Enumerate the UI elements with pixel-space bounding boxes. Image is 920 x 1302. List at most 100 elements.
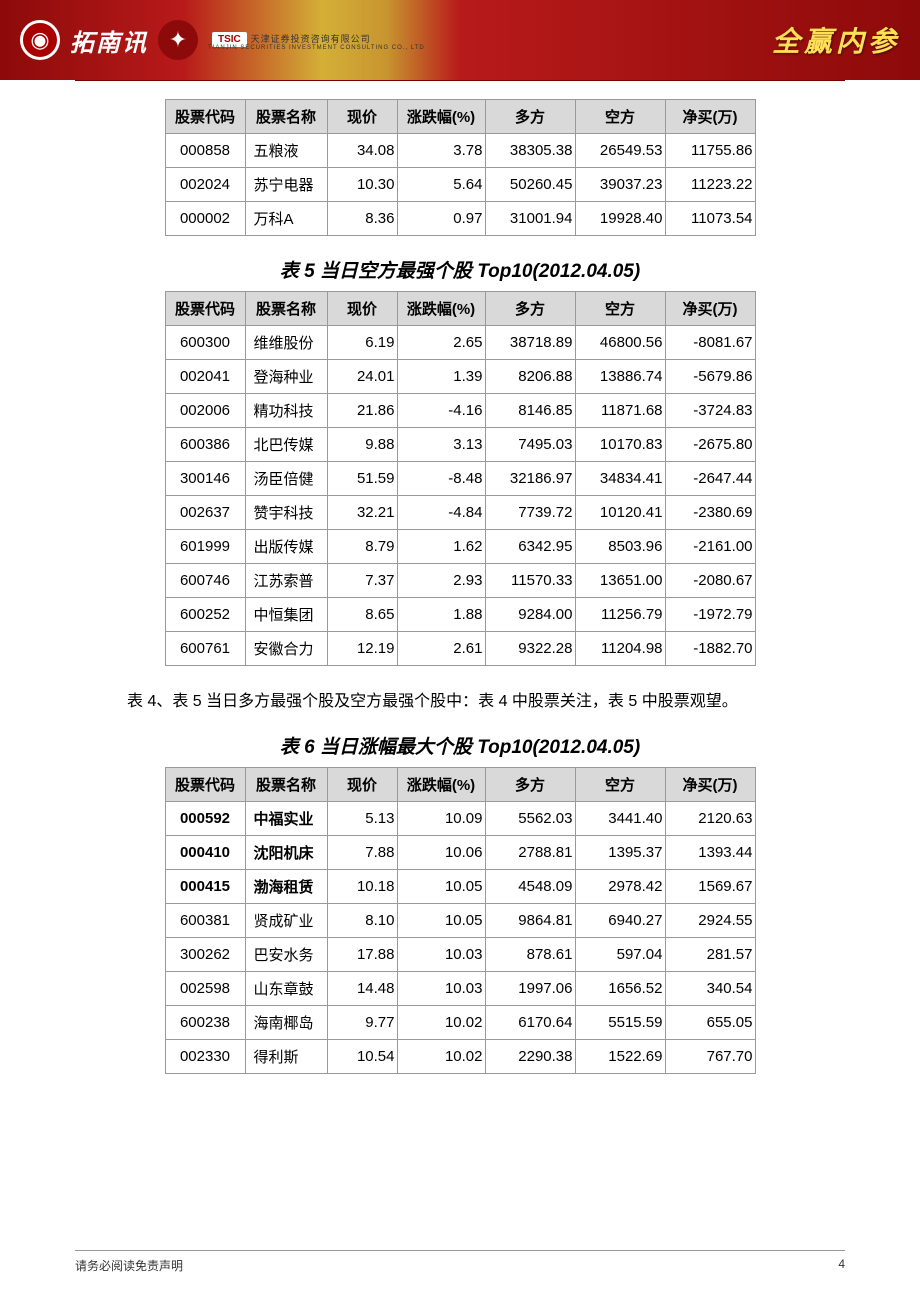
cell: 6170.64 <box>485 1006 575 1040</box>
cell: 600381 <box>165 904 245 938</box>
cell: 2.93 <box>397 564 485 598</box>
table-row: 600381贤成矿业8.1010.059864.816940.272924.55 <box>165 904 755 938</box>
cell: 万科A <box>245 202 327 236</box>
cell: 赞宇科技 <box>245 496 327 530</box>
cell: 2788.81 <box>485 836 575 870</box>
cell: -3724.83 <box>665 394 755 428</box>
table-row: 601999出版传媒8.791.626342.958503.96-2161.00 <box>165 530 755 564</box>
cell: 1.62 <box>397 530 485 564</box>
table-row: 002637赞宇科技32.21-4.847739.7210120.41-2380… <box>165 496 755 530</box>
cell: 1997.06 <box>485 972 575 1006</box>
cell: 000858 <box>165 134 245 168</box>
cell: 31001.94 <box>485 202 575 236</box>
cell: 沈阳机床 <box>245 836 327 870</box>
col-header: 股票名称 <box>245 768 327 802</box>
cell: 五粮液 <box>245 134 327 168</box>
cell: 2120.63 <box>665 802 755 836</box>
cell: 000410 <box>165 836 245 870</box>
cell: 21.86 <box>327 394 397 428</box>
cell: 17.88 <box>327 938 397 972</box>
page-content: 股票代码股票名称现价涨跌幅(%)多方空方净买(万) 000858五粮液34.08… <box>0 89 920 1074</box>
cell: 8.10 <box>327 904 397 938</box>
cell: 11570.33 <box>485 564 575 598</box>
cell: 601999 <box>165 530 245 564</box>
cell: 655.05 <box>665 1006 755 1040</box>
cell: 002598 <box>165 972 245 1006</box>
col-header: 空方 <box>575 100 665 134</box>
header-divider <box>75 80 845 81</box>
cell: 002041 <box>165 360 245 394</box>
cell: 山东章鼓 <box>245 972 327 1006</box>
cell: -2647.44 <box>665 462 755 496</box>
cell: 安徽合力 <box>245 632 327 666</box>
cell: 597.04 <box>575 938 665 972</box>
col-header: 多方 <box>485 100 575 134</box>
cell: 10.03 <box>397 938 485 972</box>
cell: 000592 <box>165 802 245 836</box>
table-4-tail: 股票代码股票名称现价涨跌幅(%)多方空方净买(万) 000858五粮液34.08… <box>165 99 756 236</box>
cell: 51.59 <box>327 462 397 496</box>
cell: 32.21 <box>327 496 397 530</box>
cell: -2675.80 <box>665 428 755 462</box>
cell: 002006 <box>165 394 245 428</box>
cell: 5515.59 <box>575 1006 665 1040</box>
table-row: 600238海南椰岛9.7710.026170.645515.59655.05 <box>165 1006 755 1040</box>
col-header: 多方 <box>485 768 575 802</box>
col-header: 股票名称 <box>245 292 327 326</box>
tsic-logo-icon: ✦ <box>158 20 198 60</box>
col-header: 空方 <box>575 768 665 802</box>
cell: -2080.67 <box>665 564 755 598</box>
table-row: 002024苏宁电器10.305.6450260.4539037.2311223… <box>165 168 755 202</box>
cell: 北巴传媒 <box>245 428 327 462</box>
cell: 7495.03 <box>485 428 575 462</box>
cell: 34834.41 <box>575 462 665 496</box>
col-header: 净买(万) <box>665 292 755 326</box>
company-name-en: TIANJIN SECURITIES INVESTMENT CONSULTING… <box>208 45 425 51</box>
table-6-body: 000592中福实业5.1310.095562.033441.402120.63… <box>165 802 755 1074</box>
cell: 000415 <box>165 870 245 904</box>
cell: 0.97 <box>397 202 485 236</box>
cell: 1.39 <box>397 360 485 394</box>
footer-disclaimer: 请务必阅读免责声明 <box>75 1257 183 1274</box>
cell: 1522.69 <box>575 1040 665 1074</box>
cell: 11204.98 <box>575 632 665 666</box>
cell: 24.01 <box>327 360 397 394</box>
cell: -5679.86 <box>665 360 755 394</box>
cell: 767.70 <box>665 1040 755 1074</box>
cell: 苏宁电器 <box>245 168 327 202</box>
cell: 13651.00 <box>575 564 665 598</box>
cell: 贤成矿业 <box>245 904 327 938</box>
cell: 1.88 <box>397 598 485 632</box>
cell: 10.05 <box>397 870 485 904</box>
cell: 10.18 <box>327 870 397 904</box>
col-header: 净买(万) <box>665 100 755 134</box>
cell: 9322.28 <box>485 632 575 666</box>
table-row: 002041登海种业24.011.398206.8813886.74-5679.… <box>165 360 755 394</box>
cell: 5.13 <box>327 802 397 836</box>
cell: 10.05 <box>397 904 485 938</box>
cell: 渤海租赁 <box>245 870 327 904</box>
cell: 878.61 <box>485 938 575 972</box>
cell: 8146.85 <box>485 394 575 428</box>
col-header: 空方 <box>575 292 665 326</box>
table-5-title: 表 5 当日空方最强个股 Top10(2012.04.05) <box>75 256 845 283</box>
table-header-row: 股票代码股票名称现价涨跌幅(%)多方空方净买(万) <box>165 292 755 326</box>
cell: 8.79 <box>327 530 397 564</box>
cell: 登海种业 <box>245 360 327 394</box>
header-banner: ◉ 拓南讯 ✦ TSIC 天津证券投资咨询有限公司 TIANJIN SECURI… <box>0 0 920 80</box>
page-footer: 请务必阅读免责声明 4 <box>75 1250 845 1274</box>
cell: 10.54 <box>327 1040 397 1074</box>
table-row: 600761安徽合力12.192.619322.2811204.98-1882.… <box>165 632 755 666</box>
cell: 000002 <box>165 202 245 236</box>
table-row: 300262巴安水务17.8810.03878.61597.04281.57 <box>165 938 755 972</box>
cell: -1882.70 <box>665 632 755 666</box>
col-header: 股票名称 <box>245 100 327 134</box>
table-row: 600386北巴传媒9.883.137495.0310170.83-2675.8… <box>165 428 755 462</box>
cell: 7.37 <box>327 564 397 598</box>
logo-section: ◉ 拓南讯 ✦ TSIC 天津证券投资咨询有限公司 TIANJIN SECURI… <box>0 20 425 60</box>
cell: -4.84 <box>397 496 485 530</box>
cell: 11073.54 <box>665 202 755 236</box>
cell: 600238 <box>165 1006 245 1040</box>
table-row: 600746江苏索普7.372.9311570.3313651.00-2080.… <box>165 564 755 598</box>
company-name-cn: 天津证券投资咨询有限公司 <box>251 34 371 44</box>
